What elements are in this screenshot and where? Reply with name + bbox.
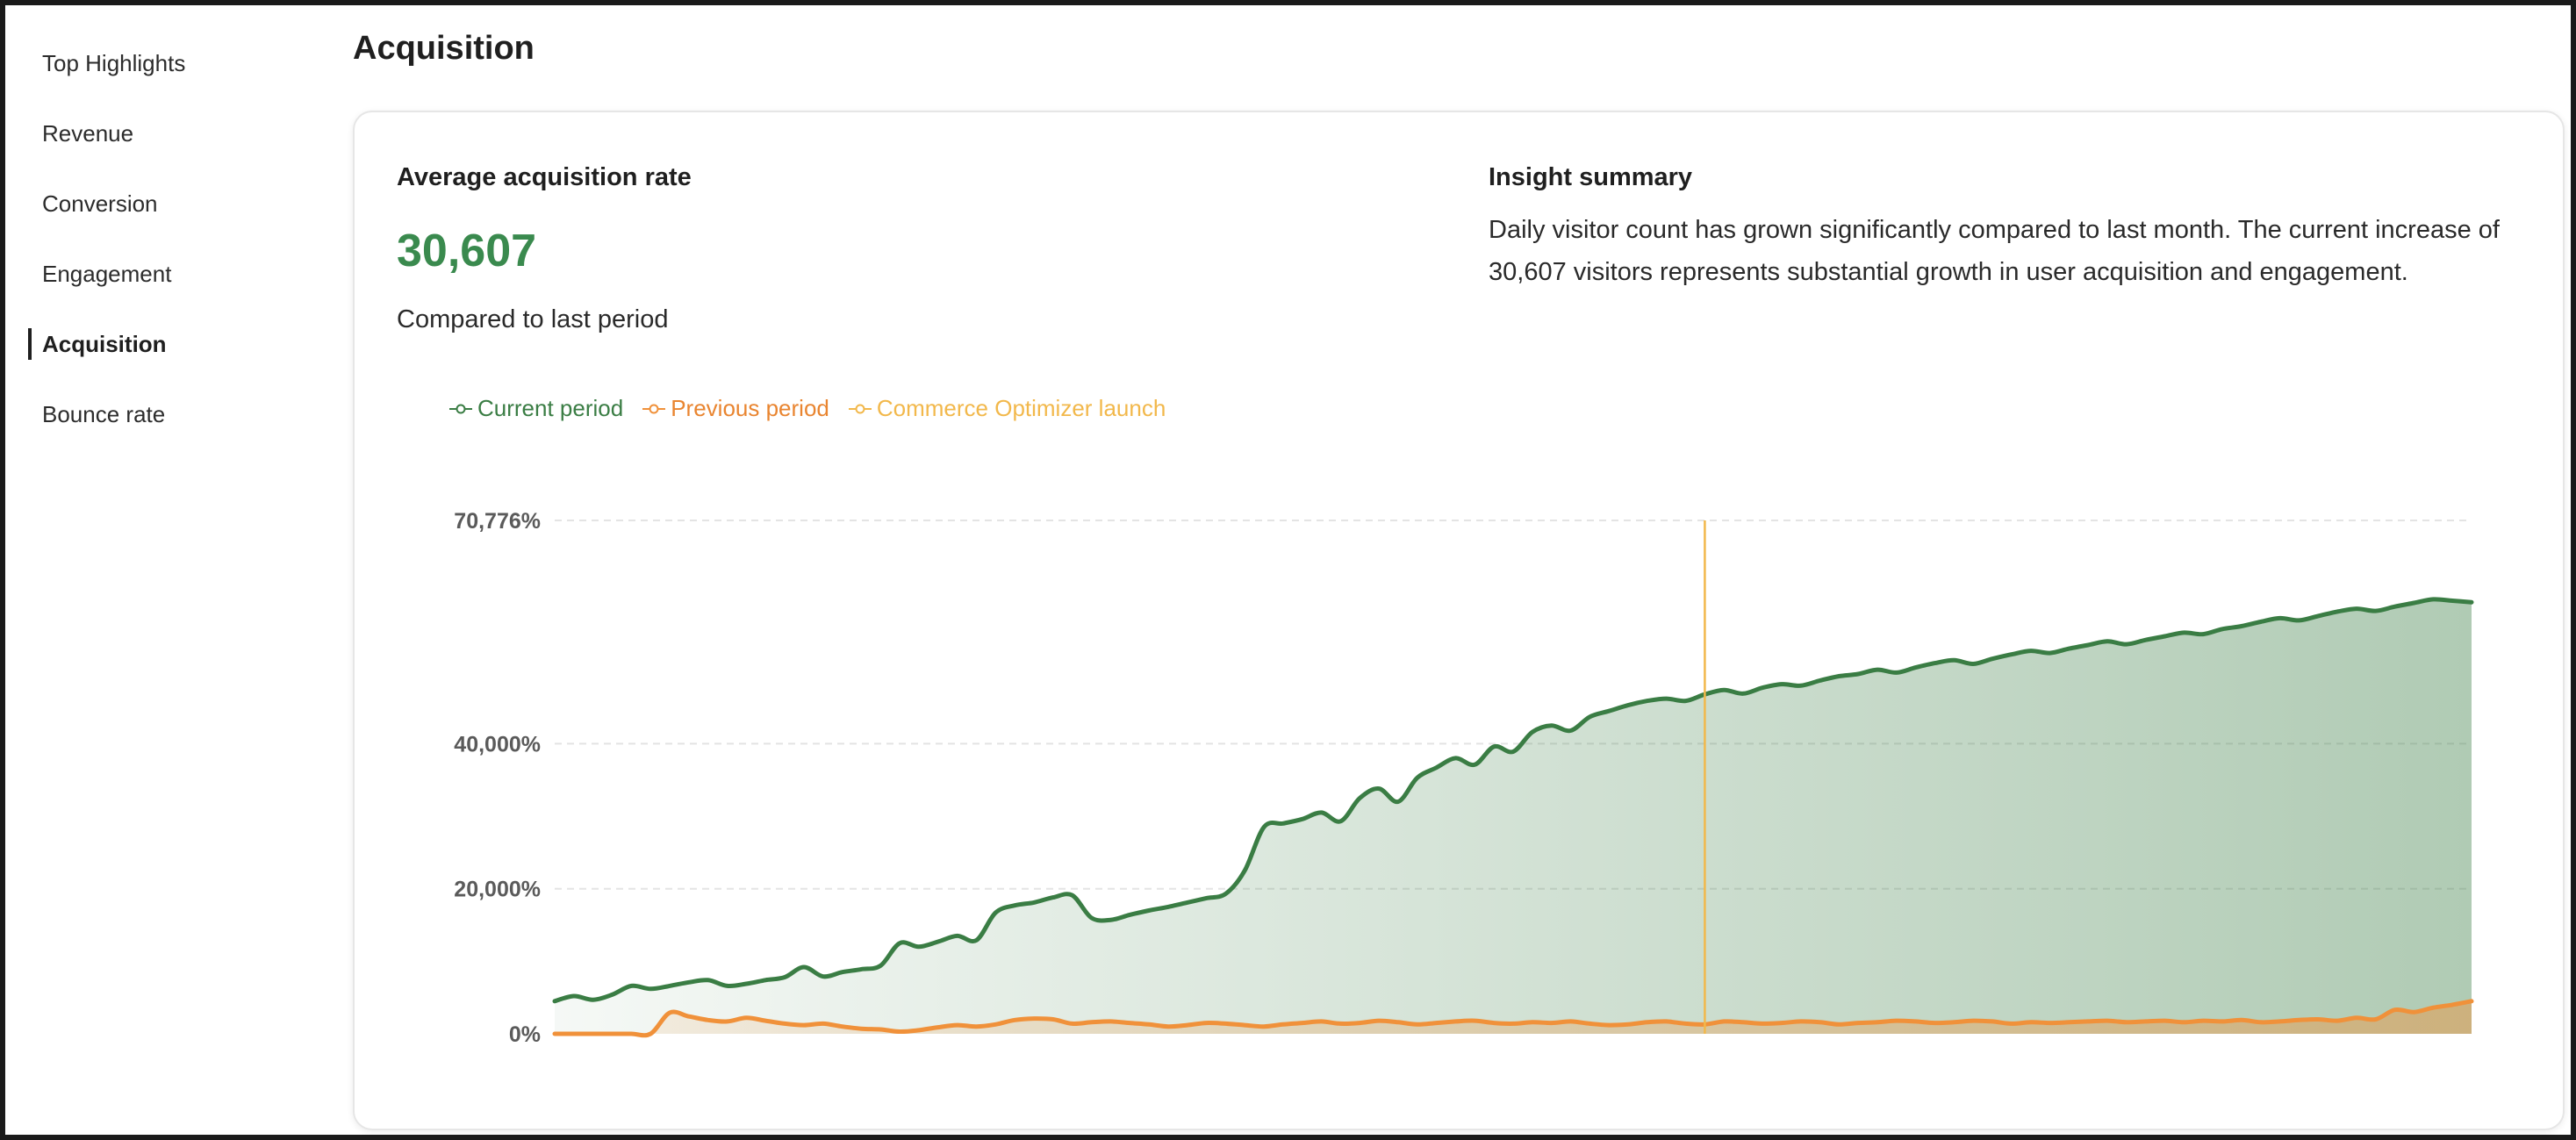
- sidebar-item-acquisition[interactable]: Acquisition: [11, 321, 309, 391]
- legend-marker-icon: [848, 404, 872, 413]
- sidebar-item-bounce-rate[interactable]: Bounce rate: [42, 401, 166, 427]
- metric-comparison: Compared to last period: [397, 305, 669, 333]
- metric-label: Average acquisition rate: [397, 163, 692, 191]
- legend-marker-icon: [642, 404, 666, 413]
- legend-item-current[interactable]: Current period: [449, 395, 623, 422]
- insight-title: Insight summary: [1489, 163, 1693, 191]
- legend-label-current: Current period: [477, 395, 624, 421]
- sidebar: Top Highlights Revenue Conversion Engage…: [11, 40, 309, 462]
- legend-item-previous[interactable]: Previous period: [642, 395, 829, 422]
- y-tick-label: 0%: [509, 1022, 541, 1047]
- sidebar-item-conversion[interactable]: Conversion: [42, 190, 158, 217]
- legend-item-launch[interactable]: Commerce Optimizer launch: [848, 395, 1166, 422]
- insight-text: Daily visitor count has grown significan…: [1489, 216, 2500, 286]
- sidebar-item-revenue[interactable]: Revenue: [42, 120, 134, 147]
- page-title: Acquisition: [353, 30, 535, 67]
- y-tick-label: 70,776%: [454, 509, 541, 534]
- acquisition-card: Average acquisition rate 30,607 Compared…: [353, 111, 2565, 1130]
- series-line-previous: [552, 999, 2474, 1038]
- chart-legend: Current period Previous period Commerce …: [449, 395, 1166, 422]
- metric-value: 30,607: [397, 226, 537, 276]
- y-tick-label: 40,000%: [454, 732, 541, 756]
- legend-label-launch: Commerce Optimizer launch: [876, 395, 1166, 421]
- legend-marker-icon: [449, 404, 472, 413]
- acquisition-chart: 0% 20,000% 40,000% 70,776%: [454, 509, 2474, 1047]
- sidebar-item-top-highlights[interactable]: Top Highlights: [42, 50, 186, 76]
- series-line-current: [552, 597, 2474, 1004]
- series-area-current: [555, 599, 2472, 1034]
- series-area-previous: [555, 1000, 2472, 1036]
- sidebar-item-engagement[interactable]: Engagement: [42, 261, 172, 287]
- y-tick-label: 20,000%: [454, 878, 541, 902]
- legend-label-previous: Previous period: [671, 395, 829, 421]
